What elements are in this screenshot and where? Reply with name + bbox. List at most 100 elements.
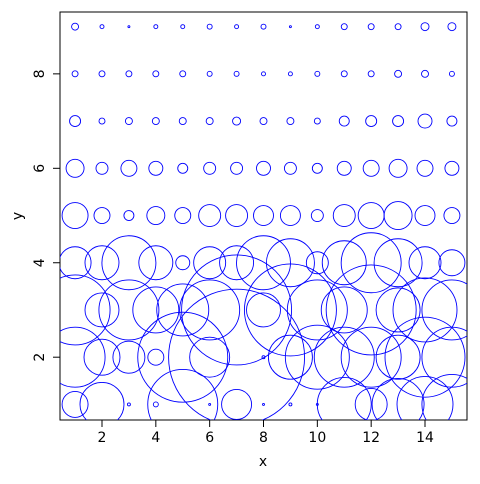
bubble — [286, 279, 348, 341]
y-axis-label: y — [10, 212, 26, 220]
bubble — [79, 381, 125, 420]
x-tick-label: 6 — [205, 430, 214, 446]
bubble — [338, 115, 350, 127]
bubble — [120, 159, 138, 177]
x-tick-label: 12 — [362, 430, 380, 446]
bubble — [384, 316, 466, 398]
bubble — [438, 249, 466, 277]
bubble — [60, 326, 106, 388]
bubble — [203, 161, 217, 175]
bubble — [375, 287, 421, 333]
bubble — [314, 70, 321, 77]
bubble — [446, 115, 458, 127]
bubble — [178, 117, 187, 126]
bubble — [340, 232, 402, 294]
bubble — [71, 22, 80, 31]
bubble — [444, 160, 460, 176]
bubble — [148, 160, 164, 176]
bubble — [189, 336, 231, 378]
bubble — [417, 113, 433, 129]
bubble — [177, 162, 189, 174]
x-tick-label: 8 — [259, 430, 268, 446]
x-tick-label: 2 — [98, 430, 107, 446]
bubble — [175, 255, 191, 271]
bubble — [84, 292, 120, 328]
bubble — [147, 348, 165, 366]
bubble — [221, 388, 253, 420]
bubble — [371, 377, 425, 420]
bubble — [420, 22, 430, 32]
bubble — [284, 324, 350, 390]
bubble — [61, 390, 89, 418]
bubble — [314, 24, 320, 30]
y-tick-label: 6 — [32, 164, 48, 173]
bubble — [219, 245, 255, 281]
bubble — [394, 23, 402, 31]
bubble — [180, 24, 186, 30]
bubble — [421, 69, 429, 78]
bubble — [320, 286, 368, 334]
bubble — [354, 387, 388, 420]
bubble — [233, 70, 240, 77]
bubble — [262, 402, 265, 406]
bubble — [146, 206, 166, 225]
bubble — [288, 25, 292, 29]
bubble — [246, 292, 281, 328]
y-tick-label: 4 — [32, 258, 48, 267]
bubble — [365, 115, 378, 128]
bubble — [69, 115, 82, 128]
bubble — [153, 24, 159, 30]
bubble — [174, 207, 192, 224]
bubble — [127, 25, 131, 29]
bubble — [208, 402, 212, 406]
bubble — [288, 402, 293, 407]
bubble — [325, 264, 417, 356]
bubble — [147, 368, 219, 420]
bubble — [236, 235, 291, 291]
bubble — [61, 202, 89, 229]
bubble — [332, 204, 356, 227]
bubble — [279, 205, 301, 226]
bubble — [311, 162, 323, 174]
bubble — [373, 238, 423, 288]
bubble — [138, 245, 174, 281]
y-tick-label: 8 — [32, 69, 48, 78]
x-tick-label: 4 — [151, 430, 160, 446]
bubble — [112, 340, 146, 374]
bubble — [388, 158, 408, 178]
bubble — [101, 235, 157, 291]
bubble — [206, 70, 213, 77]
bubble — [336, 160, 352, 176]
bubble — [93, 207, 111, 224]
bubble — [443, 207, 461, 224]
bubble — [198, 204, 222, 227]
bubble — [232, 116, 242, 126]
bubble — [98, 70, 106, 78]
bubble — [408, 246, 442, 280]
bubble — [375, 334, 421, 380]
bubble — [205, 117, 214, 126]
bubble — [421, 326, 467, 388]
bubble — [206, 23, 213, 30]
bubble-layer — [60, 22, 467, 420]
bubble — [421, 373, 467, 420]
bubble — [357, 202, 385, 229]
bubble — [132, 286, 180, 334]
bubble — [394, 69, 403, 78]
bubble — [416, 159, 434, 177]
bubble — [321, 240, 367, 286]
bubble — [447, 22, 457, 32]
bubble — [421, 279, 467, 341]
bubble — [313, 117, 321, 125]
x-axis-label: x — [259, 454, 267, 470]
bubble — [65, 158, 85, 178]
bubble — [84, 245, 120, 281]
bubble — [95, 161, 109, 175]
bubble — [448, 70, 455, 77]
bubble — [179, 279, 241, 341]
bubble — [265, 238, 315, 288]
bubble — [193, 246, 227, 280]
bubble — [340, 23, 348, 31]
bubble — [283, 161, 297, 175]
